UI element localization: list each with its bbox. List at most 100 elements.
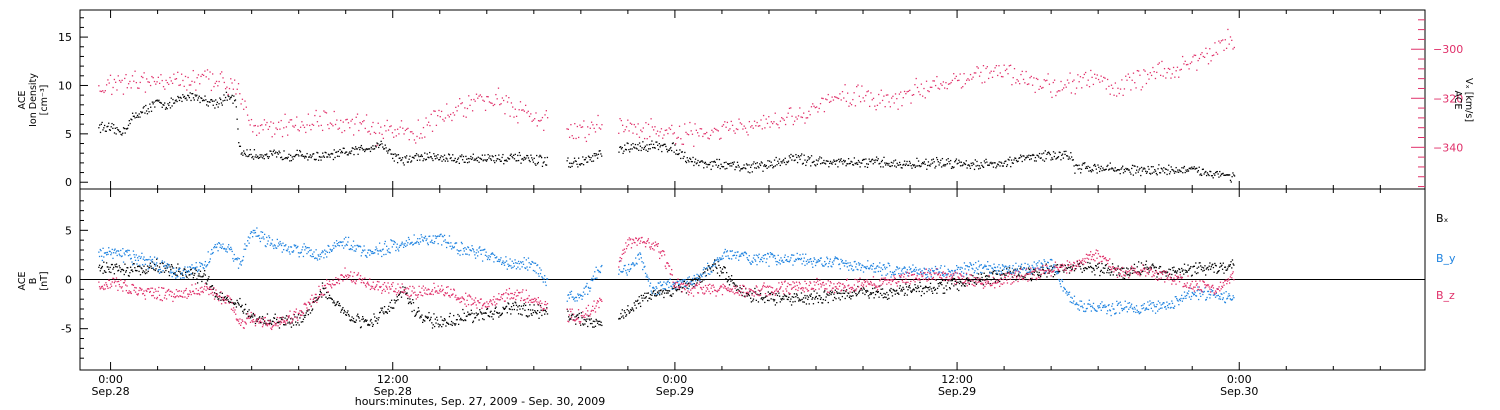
data-point bbox=[146, 272, 148, 274]
data-point bbox=[817, 261, 819, 263]
data-point bbox=[936, 268, 939, 270]
data-point bbox=[988, 164, 990, 166]
data-point bbox=[761, 128, 763, 130]
data-point bbox=[914, 166, 916, 169]
data-point bbox=[1183, 165, 1186, 168]
data-point bbox=[1117, 169, 1119, 171]
data-point bbox=[1029, 158, 1031, 161]
data-point bbox=[752, 163, 754, 165]
data-point bbox=[1072, 80, 1074, 83]
data-point bbox=[590, 318, 592, 320]
data-point bbox=[275, 127, 277, 129]
data-point bbox=[1095, 265, 1097, 267]
data-point bbox=[483, 100, 485, 102]
data-point bbox=[1184, 269, 1186, 271]
data-point bbox=[838, 292, 841, 294]
data-point bbox=[1043, 272, 1045, 274]
data-point bbox=[762, 299, 764, 301]
data-point bbox=[248, 119, 250, 122]
data-point bbox=[183, 268, 185, 270]
data-point bbox=[1070, 152, 1072, 154]
data-point bbox=[1075, 164, 1077, 166]
data-point bbox=[1044, 270, 1047, 272]
data-point bbox=[242, 154, 244, 156]
data-point bbox=[167, 266, 169, 268]
data-point bbox=[494, 154, 497, 157]
data-point bbox=[892, 288, 894, 291]
data-point bbox=[777, 124, 779, 126]
data-point bbox=[573, 297, 575, 299]
data-point bbox=[1035, 77, 1038, 80]
data-point bbox=[802, 253, 804, 255]
data-point bbox=[319, 253, 322, 256]
data-point bbox=[587, 293, 589, 295]
data-point bbox=[599, 324, 602, 326]
data-point bbox=[1022, 155, 1024, 157]
data-point bbox=[1111, 263, 1114, 265]
data-point bbox=[807, 298, 809, 301]
data-point bbox=[740, 291, 742, 294]
data-point bbox=[364, 249, 366, 251]
data-point bbox=[874, 271, 877, 273]
data-point bbox=[749, 261, 751, 264]
data-point bbox=[361, 318, 363, 321]
data-point bbox=[926, 273, 928, 276]
data-point bbox=[1037, 78, 1039, 81]
data-point bbox=[677, 153, 679, 156]
data-point bbox=[155, 83, 157, 85]
data-point bbox=[831, 292, 833, 294]
data-point bbox=[241, 260, 243, 262]
data-point bbox=[762, 297, 765, 299]
data-point bbox=[261, 237, 263, 239]
data-point bbox=[1068, 272, 1071, 274]
data-point bbox=[786, 260, 788, 262]
data-point bbox=[795, 116, 797, 118]
data-point bbox=[1155, 266, 1157, 269]
data-point bbox=[1225, 269, 1227, 271]
data-point bbox=[950, 280, 952, 282]
data-point bbox=[185, 275, 187, 277]
data-point bbox=[263, 158, 265, 160]
data-point bbox=[828, 101, 831, 103]
data-point bbox=[482, 312, 484, 314]
data-point bbox=[482, 99, 484, 101]
data-point bbox=[681, 151, 684, 153]
data-point bbox=[879, 162, 881, 165]
data-point bbox=[259, 322, 262, 324]
data-point bbox=[991, 273, 994, 275]
data-point bbox=[382, 148, 385, 150]
data-point bbox=[177, 71, 179, 73]
data-point bbox=[1087, 79, 1089, 81]
data-point bbox=[523, 257, 525, 259]
data-point bbox=[368, 324, 370, 327]
data-point bbox=[692, 282, 695, 285]
data-point bbox=[912, 93, 915, 96]
data-point bbox=[156, 81, 158, 83]
data-point bbox=[360, 123, 363, 125]
data-point bbox=[323, 156, 326, 158]
data-point bbox=[362, 318, 365, 320]
data-point bbox=[433, 325, 436, 328]
data-point bbox=[1175, 271, 1177, 273]
data-point bbox=[638, 142, 641, 144]
data-point bbox=[373, 148, 375, 150]
data-point bbox=[389, 252, 391, 254]
data-point bbox=[1079, 265, 1081, 268]
data-point bbox=[536, 264, 539, 266]
data-point bbox=[543, 309, 545, 311]
data-point bbox=[169, 107, 172, 109]
data-point bbox=[926, 168, 928, 170]
data-point bbox=[755, 167, 758, 169]
data-point bbox=[687, 159, 689, 162]
data-point bbox=[218, 295, 221, 297]
data-point bbox=[1161, 271, 1164, 273]
data-point bbox=[1186, 271, 1188, 273]
data-point bbox=[506, 268, 508, 270]
data-point bbox=[213, 85, 215, 88]
data-point bbox=[629, 122, 632, 124]
data-point bbox=[145, 269, 147, 271]
data-point bbox=[347, 154, 349, 156]
data-point bbox=[253, 232, 255, 234]
data-point bbox=[162, 85, 165, 88]
data-point bbox=[313, 153, 315, 155]
